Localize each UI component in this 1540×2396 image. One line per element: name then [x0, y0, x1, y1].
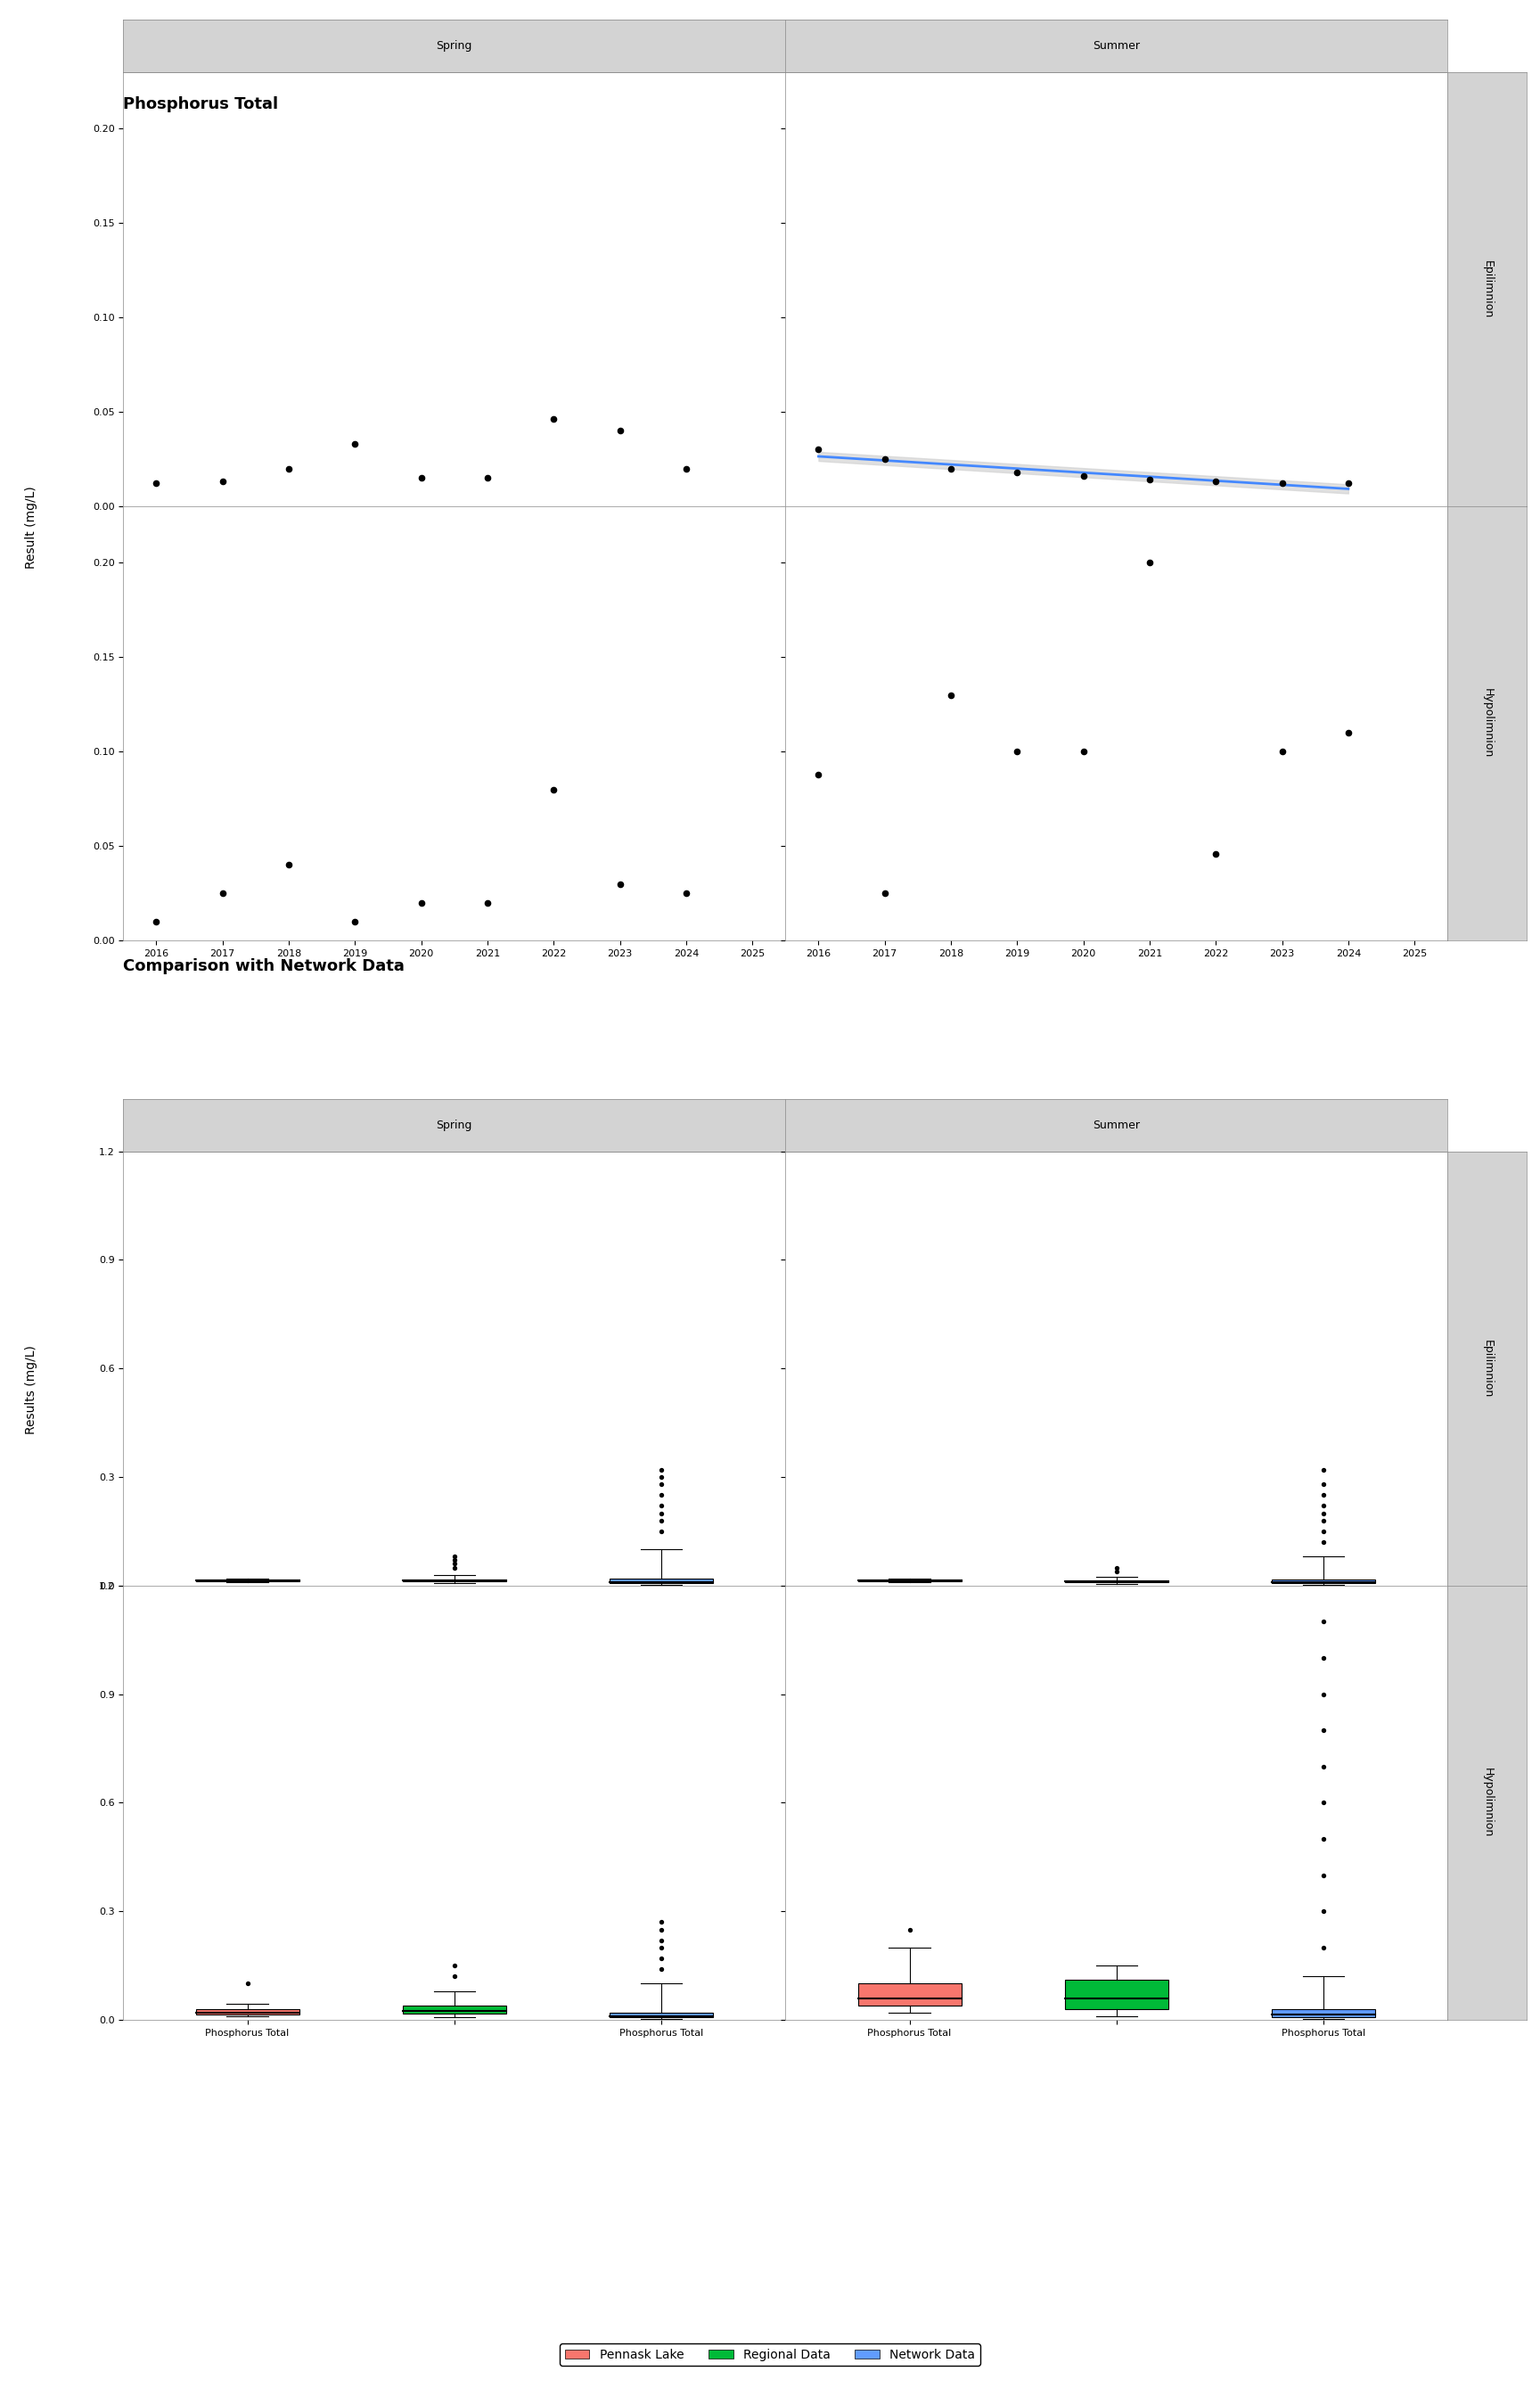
Point: [1337, 465, 1361, 503]
Point: [939, 450, 964, 489]
Point: [1337, 714, 1361, 752]
Point: [1006, 453, 1030, 491]
Point: [1104, 1548, 1129, 1586]
Text: Results (mg/L): Results (mg/L): [25, 1344, 37, 1435]
Point: [648, 1910, 673, 1948]
Point: [143, 903, 168, 942]
Point: [648, 1929, 673, 1967]
Point: [277, 846, 302, 884]
Point: [1269, 733, 1294, 772]
Point: [1269, 465, 1294, 503]
Text: Comparison with Network Data: Comparison with Network Data: [123, 958, 405, 975]
Bar: [1064, 1979, 1169, 2008]
Point: [1137, 544, 1161, 582]
Point: [648, 1457, 673, 1495]
Point: [673, 875, 698, 913]
Point: [1311, 1639, 1335, 1677]
Point: [1311, 1488, 1335, 1526]
Point: [442, 1545, 467, 1584]
Point: [898, 1910, 922, 1948]
Point: [474, 458, 499, 496]
Point: [143, 465, 168, 503]
Point: [648, 1938, 673, 1977]
Point: [607, 412, 631, 450]
Point: [209, 462, 234, 501]
Point: [277, 450, 302, 489]
Point: [442, 1538, 467, 1577]
Point: [209, 875, 234, 913]
Point: [1072, 733, 1096, 772]
Point: [607, 865, 631, 903]
Bar: [610, 1579, 713, 1584]
Point: [1072, 458, 1096, 496]
Point: [648, 1488, 673, 1526]
Bar: [610, 2013, 713, 2017]
Point: [873, 441, 898, 479]
Point: [1006, 733, 1030, 772]
Point: [1311, 1819, 1335, 1857]
Point: [673, 450, 698, 489]
Point: [442, 1548, 467, 1586]
Point: [1203, 834, 1227, 872]
Point: [807, 431, 832, 470]
Text: Phosphorus Total: Phosphorus Total: [123, 96, 279, 113]
Bar: [1272, 2008, 1375, 2017]
Point: [1311, 1893, 1335, 1931]
Point: [1311, 1603, 1335, 1641]
Point: [1311, 1464, 1335, 1502]
Point: [1311, 1450, 1335, 1488]
Point: [1311, 1857, 1335, 1895]
Point: [1311, 1512, 1335, 1550]
Bar: [1272, 1579, 1375, 1584]
Point: [1203, 462, 1227, 501]
Point: [648, 1450, 673, 1488]
Point: [442, 1541, 467, 1579]
Point: [410, 458, 434, 496]
Point: [343, 903, 368, 942]
Point: [1311, 1929, 1335, 1967]
Point: [648, 1902, 673, 1941]
Point: [410, 884, 434, 922]
Point: [343, 424, 368, 462]
Point: [1311, 1476, 1335, 1514]
Point: [873, 875, 898, 913]
Point: [236, 1965, 260, 2003]
Point: [648, 1502, 673, 1541]
Point: [648, 1922, 673, 1960]
Point: [648, 1464, 673, 1502]
Bar: [402, 2005, 507, 2013]
Point: [648, 1495, 673, 1533]
Bar: [196, 2008, 299, 2015]
Point: [1311, 1711, 1335, 1749]
Point: [1311, 1502, 1335, 1541]
Point: [1104, 1553, 1129, 1591]
Point: [648, 1512, 673, 1550]
Point: [1311, 1675, 1335, 1713]
Point: [541, 769, 565, 807]
Point: [1311, 1495, 1335, 1533]
Point: [1137, 460, 1161, 498]
Text: Result (mg/L): Result (mg/L): [25, 486, 37, 568]
Legend: Pennask Lake, Regional Data, Network Data: Pennask Lake, Regional Data, Network Dat…: [559, 2343, 981, 2365]
Point: [648, 1950, 673, 1989]
Point: [442, 1946, 467, 1984]
Point: [1311, 1747, 1335, 1785]
Point: [807, 755, 832, 793]
Point: [939, 676, 964, 714]
Bar: [858, 1984, 961, 2005]
Point: [648, 1476, 673, 1514]
Point: [1311, 1783, 1335, 1821]
Point: [541, 400, 565, 438]
Point: [1311, 1524, 1335, 1562]
Point: [474, 884, 499, 922]
Point: [442, 1958, 467, 1996]
